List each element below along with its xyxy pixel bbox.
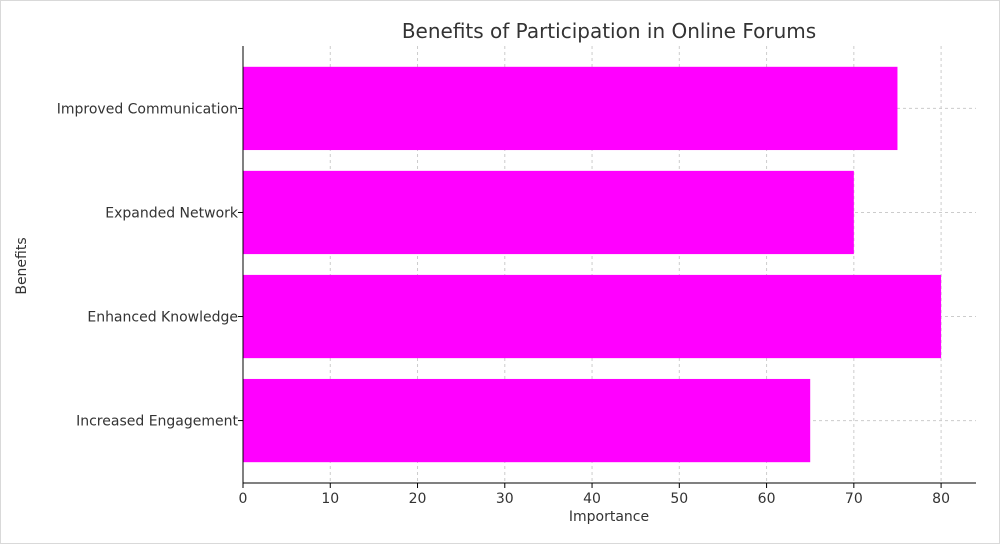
chart-title: Benefits of Participation in Online Foru… — [402, 19, 816, 43]
bar — [243, 274, 942, 359]
x-tick-label: 10 — [321, 491, 339, 507]
y-category-label: Improved Communication — [57, 101, 238, 117]
x-ticks: 0 10 20 30 40 50 60 70 80 — [239, 483, 950, 507]
bar — [243, 170, 854, 255]
y-category-label: Enhanced Knowledge — [87, 310, 238, 326]
bar — [243, 66, 898, 151]
x-tick-label: 50 — [670, 491, 688, 507]
x-tick-label: 30 — [496, 491, 514, 507]
bars — [243, 66, 942, 463]
x-axis-label: Importance — [569, 509, 649, 525]
x-tick-label: 60 — [758, 491, 776, 507]
y-category-label: Increased Engagement — [76, 414, 238, 430]
x-tick-label: 20 — [409, 491, 427, 507]
x-tick-label: 40 — [583, 491, 601, 507]
y-category-label: Expanded Network — [105, 205, 239, 221]
y-category-labels: Increased Engagement Enhanced Knowledge Ex… — [57, 101, 243, 430]
y-axis-label: Benefits — [14, 237, 30, 294]
x-tick-label: 70 — [845, 491, 863, 507]
x-tick-label: 0 — [239, 491, 248, 507]
bar — [243, 378, 811, 463]
x-tick-label: 80 — [932, 491, 950, 507]
